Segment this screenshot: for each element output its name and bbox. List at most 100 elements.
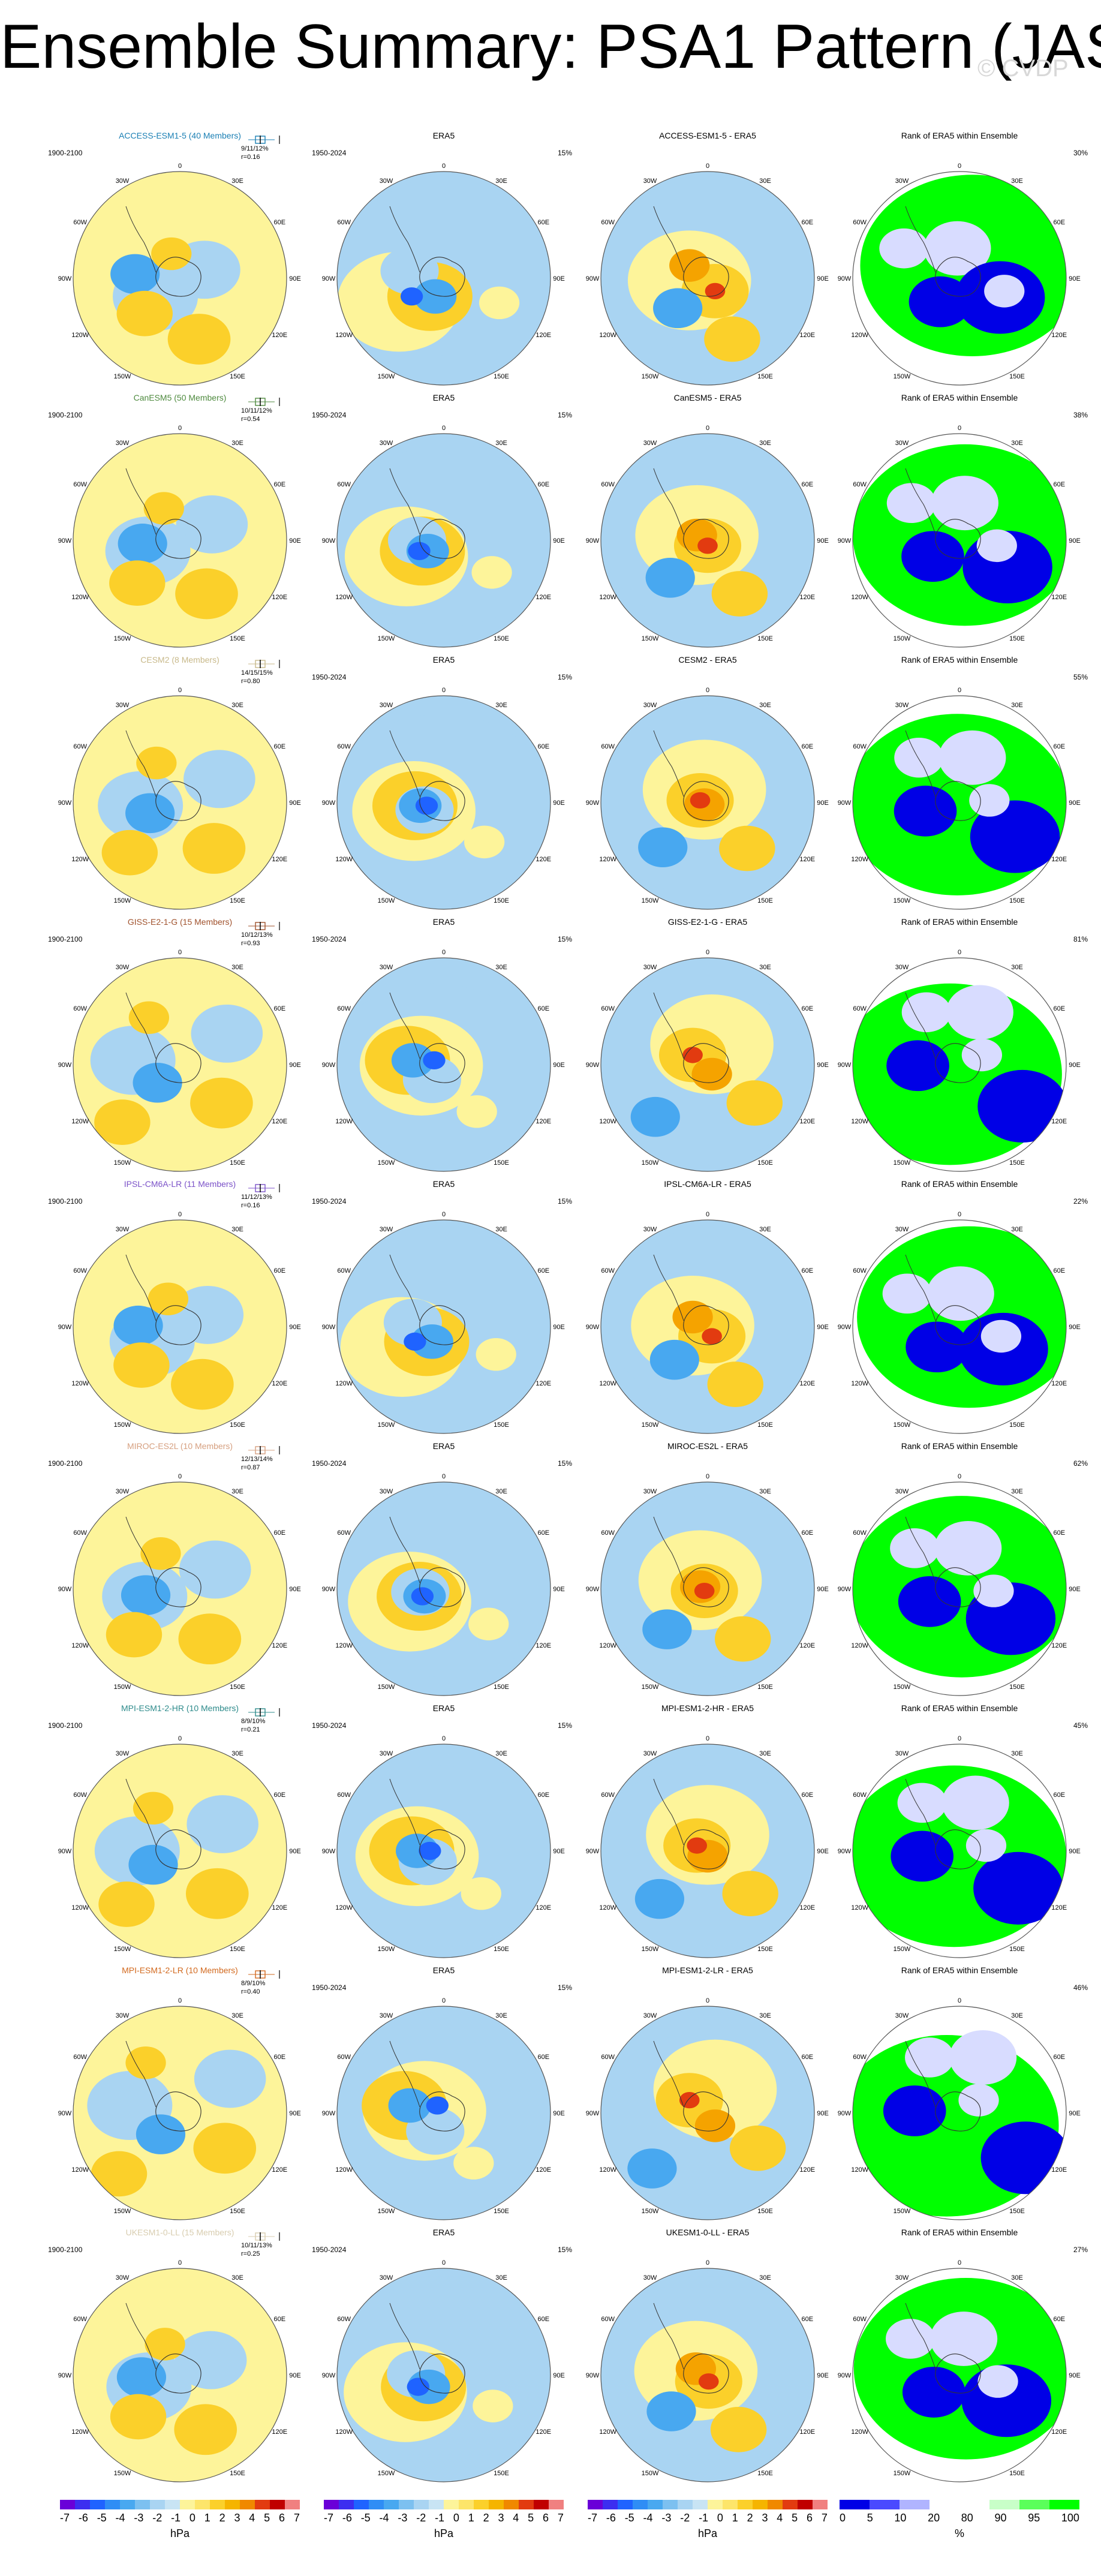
south-america-outline — [125, 730, 157, 797]
obs-panel: 0 30E 60E 90E 120E 150E 180 150W 120W 90W 60W 30W ER… — [312, 1430, 576, 1699]
longitude-label: 90W — [838, 537, 852, 545]
field-blob — [973, 1574, 1014, 1607]
longitude-label: 120W — [599, 1118, 616, 1125]
south-america-outline — [653, 206, 684, 273]
south-america-outline — [905, 730, 936, 797]
longitude-label: 90W — [58, 799, 72, 807]
longitude-label: 0 — [178, 2259, 182, 2267]
longitude-label: 120W — [599, 1642, 616, 1649]
longitude-label: 0 — [178, 1473, 182, 1480]
longitude-label: 150E — [1009, 2208, 1025, 2215]
field-blob — [151, 237, 192, 270]
antarctica-outline — [935, 781, 981, 821]
longitude-label: 0 — [178, 163, 182, 170]
field-blob — [894, 737, 944, 778]
diff-map: 030E60E90E120E150E180150W120W90W60W30W — [586, 1997, 829, 2223]
diff-panel: 0 30E 60E 90E 120E 150E 180 150W 120W 90W 60W 30W IP… — [576, 1168, 840, 1437]
longitude-label: 180 — [438, 912, 449, 913]
antarctica-outline — [419, 2091, 465, 2132]
antarctica-outline — [935, 1829, 981, 1869]
model-stat-r: r=0.16 — [241, 154, 260, 161]
obs-panel: 0 30E 60E 90E 120E 150E 180 150W 120W 90W 60W 30W ER… — [312, 644, 576, 913]
colorbar-swatch — [180, 2500, 195, 2509]
longitude-label: 120W — [335, 2166, 353, 2174]
longitude-label: 150W — [114, 1159, 131, 1167]
field-blob — [702, 1328, 722, 1345]
longitude-label: 120E — [536, 1642, 551, 1649]
diff-title: IPSL-CM6A-LR - ERA5 — [664, 1179, 751, 1189]
rank-map: 0 30E 60E 90E 120E 150E 180 150W 120W 90W 60W 30W — [838, 163, 1081, 389]
colorbar-tick: -6 — [78, 2512, 88, 2524]
colorbar-swatch — [663, 2500, 678, 2509]
longitude-label: 150W — [114, 1946, 131, 1953]
longitude-label: 30W — [380, 440, 393, 447]
longitude-label: 120E — [272, 332, 287, 339]
longitude-label: 30W — [116, 2274, 130, 2282]
longitude-label: 30E — [1011, 964, 1023, 971]
longitude-label: 120E — [799, 2428, 815, 2436]
colorbar-tick: 100 — [1061, 2512, 1079, 2524]
colorbar-tick: 1 — [468, 2512, 474, 2524]
colorbar-tick: -2 — [152, 2512, 163, 2524]
longitude-label: 150W — [378, 1946, 395, 1953]
map-border — [73, 2268, 287, 2482]
rank-field — [853, 2268, 1066, 2482]
field-blob — [729, 2125, 786, 2171]
field-blob — [136, 2114, 186, 2154]
longitude-label: 0 — [706, 687, 709, 694]
field-blob — [415, 796, 438, 815]
model-title: GISS-E2-1-G (15 Members) — [127, 917, 233, 927]
obs-panel: 0 30E 60E 90E 120E 150E 180 150W 120W 90W 60W 30W ER… — [312, 1168, 576, 1437]
longitude-label: 150E — [757, 2470, 773, 2477]
summary-row: 0 30E 60E 90E 120E 150E 180 150W 120W 90W 60W 30W IP… — [0, 1168, 1101, 1437]
rank-panel: 030E60E90E120E150E180150W120W90W60W30WRa… — [828, 2217, 1091, 2485]
field-blob — [109, 560, 166, 606]
colorbar-tick: 1 — [204, 2512, 210, 2524]
longitude-label: 90W — [838, 2372, 852, 2379]
longitude-label: 30W — [643, 964, 657, 971]
obs-map: 0 30E 60E 90E 120E 150E 180 150W 120W 90W 60W 30W — [322, 1211, 565, 1437]
field-blob — [190, 1077, 253, 1129]
longitude-label: 90E — [817, 275, 829, 282]
longitude-label: 120E — [536, 2166, 551, 2174]
antarctica-outline — [419, 781, 465, 821]
longitude-label: 0 — [706, 1735, 709, 1742]
longitude-label: 90E — [1069, 1062, 1081, 1069]
obs-years: 1950-2024 — [312, 1983, 347, 1992]
field-blob — [106, 1612, 163, 1658]
model-title: UKESM1-0-LL (15 Members) — [125, 2228, 234, 2237]
longitude-label: 90E — [1069, 2372, 1081, 2379]
obs-pct: 15% — [557, 1983, 572, 1992]
longitude-label: 60E — [801, 2316, 813, 2323]
field-blob — [167, 314, 231, 365]
model-map: 0 30E 60E 90E 120E 150E 180 150W 120W 90W 60W 30W — [58, 1211, 301, 1437]
colorbar-tick: 3 — [498, 2512, 504, 2524]
longitude-label: 30E — [759, 440, 771, 447]
longitude-label: 30W — [643, 1488, 657, 1495]
longitude-label: 150E — [757, 1946, 773, 1953]
obs-field — [337, 958, 550, 1171]
longitude-label: 150E — [757, 373, 773, 380]
longitude-label: 150E — [230, 1946, 245, 1953]
colorbar-swatch — [324, 2500, 339, 2509]
longitude-label: 120W — [335, 1380, 353, 1387]
longitude-label: 0 — [706, 1473, 709, 1480]
diff-field — [601, 958, 814, 1171]
model-years: 1900-2100 — [48, 149, 83, 157]
longitude-label: 30W — [895, 964, 909, 971]
longitude-label: 180 — [438, 388, 449, 389]
field-blob — [930, 2312, 998, 2366]
longitude-label: 150W — [378, 2208, 395, 2215]
longitude-label: 90W — [586, 1848, 600, 1855]
longitude-label: 30W — [380, 2274, 393, 2282]
colorbar-ticks: -7 -6 -5 -4 -3 -2 -1 0 1 2 3 4 5 6 7 — [324, 2512, 564, 2525]
longitude-label: 90E — [817, 1324, 829, 1331]
longitude-label: 150W — [894, 2208, 911, 2215]
field-blob — [970, 800, 1060, 873]
south-america-outline — [905, 206, 936, 273]
model-field — [73, 1744, 287, 1958]
rank-title: Rank of ERA5 within Ensemble — [901, 393, 1018, 402]
model-map: 0 30E 60E 90E 120E 150E 180 150W 120W 90W 60W 30W — [58, 425, 301, 651]
field-blob — [191, 1004, 263, 1063]
south-america-outline — [905, 992, 936, 1059]
